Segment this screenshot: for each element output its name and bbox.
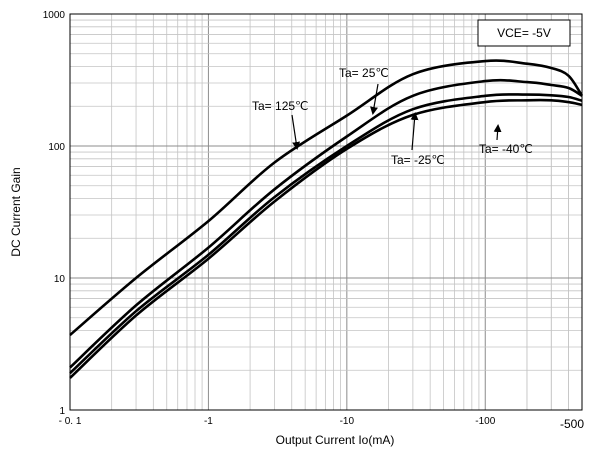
arrow-ta-125 [291,114,301,150]
series-line-1 [69,78,583,369]
condition-box [477,19,571,47]
arrow-ta-minus25 [410,112,419,151]
arrow-ta-25 [370,83,379,115]
label-ta-125: Ta= 125℃ [252,99,309,113]
y-tick-label: 1000 [43,10,66,21]
x-tick-label: -500 [560,417,584,431]
y-tick-label: 1 [59,406,65,417]
series-line-2 [69,93,583,375]
label-ta-25: Ta= 25℃ [339,66,389,80]
x-axis-title: Output Current Io(mA) [276,433,395,447]
x-tick-label: -100 [475,416,495,427]
condition-text: VCE= -5V [497,26,551,40]
series-lines [69,59,584,379]
y-tick-label: 100 [48,142,65,153]
series-line-3 [69,98,583,379]
label-ta-minus40: Ta= -40℃ [479,142,533,156]
tick-labels: 1 10 100 1000 - 0. 1 -1 -10 -100 -500 [43,10,585,431]
series-line-0 [69,59,584,336]
label-ta-minus25: Ta= -25℃ [391,153,445,167]
y-axis-title: DC Current Gain [9,167,23,256]
x-tick-label: -10 [340,416,355,427]
y-tick-label: 10 [54,274,66,285]
plot-frame [69,13,583,411]
x-tick-label: -1 [204,416,213,427]
x-tick-label: - 0. 1 [59,416,82,427]
grid [69,13,583,411]
arrow-ta-minus40 [493,124,502,141]
